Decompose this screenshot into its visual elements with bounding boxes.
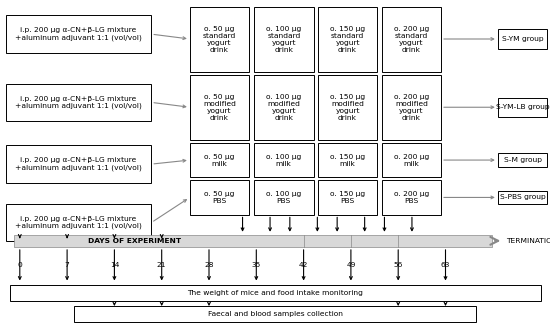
Text: o. 50 μg
standard
yogurt
drink: o. 50 μg standard yogurt drink xyxy=(203,25,236,53)
Text: 28: 28 xyxy=(204,262,214,268)
Text: o. 150 μg
modified
yogurt
drink: o. 150 μg modified yogurt drink xyxy=(330,94,365,121)
FancyBboxPatch shape xyxy=(498,29,547,49)
Text: S-YM-LB group: S-YM-LB group xyxy=(496,104,549,110)
Text: o. 50 μg
modified
yogurt
drink: o. 50 μg modified yogurt drink xyxy=(203,94,236,121)
Text: o. 200 μg
modified
yogurt
drink: o. 200 μg modified yogurt drink xyxy=(394,94,429,121)
Text: o. 200 μg
standard
yogurt
drink: o. 200 μg standard yogurt drink xyxy=(394,25,429,53)
Text: o. 100 μg
modified
yogurt
drink: o. 100 μg modified yogurt drink xyxy=(266,94,301,121)
Text: i.p. 200 μg α-CN+β-LG mixture
+aluminum adjuvant 1:1 (vol/vol): i.p. 200 μg α-CN+β-LG mixture +aluminum … xyxy=(15,96,142,109)
FancyBboxPatch shape xyxy=(190,143,249,177)
Text: o. 150 μg
standard
yogurt
drink: o. 150 μg standard yogurt drink xyxy=(330,25,365,53)
Text: S-PBS group: S-PBS group xyxy=(499,194,546,201)
Text: o. 150 μg
milk: o. 150 μg milk xyxy=(330,153,365,166)
FancyBboxPatch shape xyxy=(382,75,441,140)
Text: S-YM group: S-YM group xyxy=(502,36,543,42)
FancyBboxPatch shape xyxy=(6,204,151,241)
Text: S-M group: S-M group xyxy=(503,157,542,163)
Text: i.p. 200 μg α-CN+β-LG mixture
+aluminum adjuvant 1:1 (vol/vol): i.p. 200 μg α-CN+β-LG mixture +aluminum … xyxy=(15,157,142,171)
Text: 63: 63 xyxy=(441,262,450,268)
FancyBboxPatch shape xyxy=(6,15,151,53)
FancyBboxPatch shape xyxy=(254,143,314,177)
FancyBboxPatch shape xyxy=(382,180,441,215)
FancyBboxPatch shape xyxy=(74,306,476,322)
FancyBboxPatch shape xyxy=(6,84,151,121)
Text: o. 50 μg
milk: o. 50 μg milk xyxy=(204,153,235,166)
FancyBboxPatch shape xyxy=(318,75,377,140)
Text: 0: 0 xyxy=(18,262,22,268)
FancyBboxPatch shape xyxy=(190,6,249,72)
Text: The weight of mice and food intake monitoring: The weight of mice and food intake monit… xyxy=(188,290,363,296)
FancyBboxPatch shape xyxy=(190,75,249,140)
Text: o. 100 μg
PBS: o. 100 μg PBS xyxy=(266,191,301,204)
Text: 21: 21 xyxy=(157,262,167,268)
FancyBboxPatch shape xyxy=(254,75,314,140)
FancyBboxPatch shape xyxy=(318,143,377,177)
Text: o. 150 μg
PBS: o. 150 μg PBS xyxy=(330,191,365,204)
FancyBboxPatch shape xyxy=(498,153,547,167)
Text: o. 100 μg
standard
yogurt
drink: o. 100 μg standard yogurt drink xyxy=(266,25,301,53)
Text: 42: 42 xyxy=(299,262,309,268)
FancyBboxPatch shape xyxy=(498,98,547,117)
Text: 14: 14 xyxy=(109,262,119,268)
FancyBboxPatch shape xyxy=(498,190,547,204)
Text: 49: 49 xyxy=(346,262,356,268)
Text: o. 50 μg
PBS: o. 50 μg PBS xyxy=(204,191,235,204)
Text: o. 200 μg
PBS: o. 200 μg PBS xyxy=(394,191,429,204)
Text: Faecal and blood samples collection: Faecal and blood samples collection xyxy=(207,311,343,317)
Text: o. 200 μg
milk: o. 200 μg milk xyxy=(394,153,429,166)
Text: 56: 56 xyxy=(393,262,403,268)
FancyBboxPatch shape xyxy=(318,6,377,72)
FancyBboxPatch shape xyxy=(382,6,441,72)
Text: 7: 7 xyxy=(65,262,69,268)
FancyBboxPatch shape xyxy=(254,6,314,72)
FancyBboxPatch shape xyxy=(6,146,151,183)
Text: 35: 35 xyxy=(252,262,261,268)
FancyBboxPatch shape xyxy=(14,235,492,247)
FancyBboxPatch shape xyxy=(190,180,249,215)
Text: o. 100 μg
milk: o. 100 μg milk xyxy=(266,153,301,166)
Text: DAYS OF EXPERIMENT: DAYS OF EXPERIMENT xyxy=(89,238,182,244)
Text: i.p. 200 μg α-CN+β-LG mixture
+aluminum adjuvant 1:1 (vol/vol): i.p. 200 μg α-CN+β-LG mixture +aluminum … xyxy=(15,216,142,229)
Text: TERMINATION: TERMINATION xyxy=(506,238,550,244)
FancyBboxPatch shape xyxy=(382,143,441,177)
FancyBboxPatch shape xyxy=(254,180,314,215)
FancyBboxPatch shape xyxy=(10,285,541,301)
Text: i.p. 200 μg α-CN+β-LG mixture
+aluminum adjuvant 1:1 (vol/vol): i.p. 200 μg α-CN+β-LG mixture +aluminum … xyxy=(15,27,142,41)
FancyBboxPatch shape xyxy=(318,180,377,215)
